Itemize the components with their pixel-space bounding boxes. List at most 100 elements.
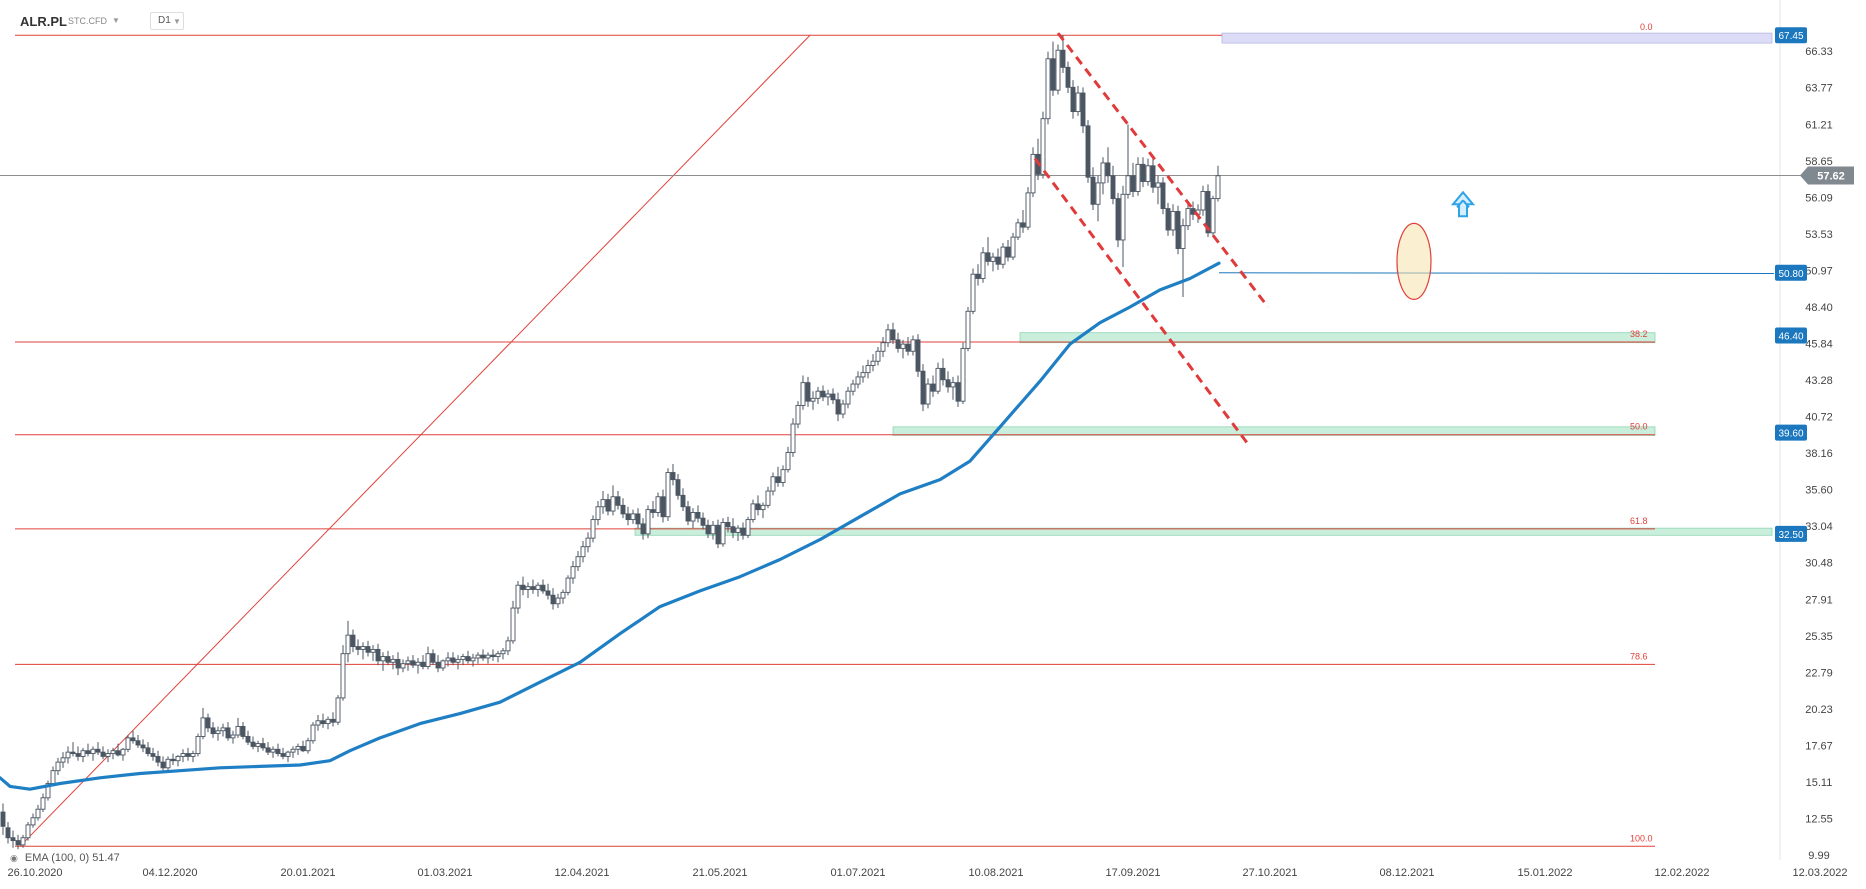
candle-body — [260, 743, 266, 749]
candle-body — [445, 657, 451, 662]
x-tick-label: 12.02.2022 — [1654, 867, 1709, 879]
candle-body — [30, 817, 36, 826]
candle-body — [1155, 182, 1161, 188]
y-tick-label: 43.28 — [1805, 375, 1833, 387]
x-tick-label: 04.12.2020 — [142, 867, 197, 879]
candle-body — [1130, 175, 1136, 192]
candle-body — [725, 521, 731, 528]
candle-body — [460, 656, 466, 660]
candle-body — [660, 496, 666, 518]
candle-body — [125, 737, 131, 750]
candle-body — [455, 658, 461, 663]
y-tick-label: 15.11 — [1806, 777, 1833, 789]
candle-body — [540, 584, 546, 592]
current-price-label: 57.62 — [1817, 170, 1845, 182]
candle-body — [45, 783, 51, 799]
candle-body — [515, 584, 521, 609]
price-tag[interactable] — [1775, 525, 1807, 542]
price-tag-label: 50.80 — [1778, 269, 1803, 280]
candle-body — [770, 476, 776, 492]
candle-body — [1005, 246, 1011, 258]
candle-body — [910, 339, 916, 352]
candle-body — [400, 663, 406, 669]
y-tick-label: 33.04 — [1805, 521, 1833, 533]
candle-body — [620, 504, 626, 515]
candle-body — [0, 811, 6, 827]
candle-body — [115, 750, 121, 756]
candle-body — [705, 524, 711, 535]
current-price-tag[interactable] — [1800, 166, 1854, 185]
channel-upper-line[interactable] — [1056, 32, 1270, 308]
candle-body — [600, 499, 606, 508]
candle-body — [920, 370, 926, 405]
candle-body — [1150, 165, 1156, 188]
y-tick-label: 50.97 — [1805, 265, 1833, 277]
candle-body — [915, 339, 921, 372]
price-tag-label: 32.50 — [1778, 530, 1803, 541]
candle-body — [35, 808, 41, 819]
ema-legend-value: 51.47 — [92, 852, 120, 864]
fib-level-label: 78.6 — [1630, 651, 1648, 661]
candle-body — [880, 342, 886, 352]
candle-body — [235, 726, 241, 736]
candle-body — [10, 837, 16, 842]
candle-body — [520, 584, 526, 590]
candle-body — [40, 797, 46, 810]
x-tick-label: 21.05.2021 — [692, 867, 747, 879]
candle-body — [380, 656, 386, 662]
candle-body — [505, 640, 511, 652]
candle-body — [730, 526, 736, 533]
candle-body — [810, 397, 816, 402]
candle-body — [980, 252, 986, 279]
candle-body — [85, 750, 91, 755]
candle-body — [190, 753, 196, 757]
candle-body — [975, 273, 981, 279]
candle-body — [1070, 86, 1076, 113]
candle-body — [365, 646, 371, 653]
candle-body — [530, 586, 536, 590]
candle-body — [1075, 92, 1081, 113]
price-tag[interactable] — [1775, 424, 1807, 441]
candle-body — [1045, 58, 1051, 120]
x-tick-label: 26.10.2020 — [7, 867, 62, 879]
candle-body — [745, 519, 751, 536]
timeframe-select[interactable]: D1 ▼ — [150, 12, 184, 30]
candle-body — [935, 367, 941, 392]
candle-body — [1050, 58, 1056, 91]
candle-body — [780, 469, 786, 483]
channel-lower-line[interactable] — [1033, 157, 1251, 447]
candle-body — [395, 658, 401, 669]
candle-body — [185, 753, 191, 757]
candle-body — [1065, 66, 1071, 88]
candle-body — [650, 509, 656, 513]
chart-toolbar: ALR.PL STC.CFD ▼ D1 ▼ — [0, 0, 1866, 40]
candle-body — [415, 661, 421, 666]
candle-body — [295, 745, 301, 750]
ema-100-line[interactable] — [0, 261, 1221, 791]
candle-body — [1115, 198, 1121, 241]
candle-body — [90, 748, 96, 755]
visibility-icon[interactable]: ◉ — [10, 853, 18, 863]
support-zone-32 — [634, 527, 1773, 536]
candle-body — [1055, 49, 1061, 91]
candle-body — [655, 496, 661, 513]
symbol-label[interactable]: ALR.PL — [20, 14, 67, 29]
symbol-chevron-down-icon[interactable]: ▼ — [112, 16, 120, 25]
x-tick-label: 20.01.2021 — [280, 867, 335, 879]
candle-body — [470, 657, 476, 662]
candle-body — [65, 751, 71, 759]
price-tag[interactable] — [1775, 264, 1807, 281]
price-tag[interactable] — [1775, 327, 1807, 344]
y-tick-label: 30.48 — [1805, 558, 1833, 570]
candle-body — [210, 727, 216, 735]
price-tag-label: 39.60 — [1778, 429, 1803, 440]
fib-level-label: 50.0 — [1630, 422, 1648, 432]
candle-body — [1015, 222, 1021, 238]
price-tag[interactable] — [1775, 27, 1807, 44]
candle-body — [410, 660, 416, 666]
fib-trendline[interactable] — [19, 34, 811, 847]
candle-body — [635, 513, 641, 525]
candle-body — [225, 727, 231, 739]
candle-body — [390, 658, 396, 663]
